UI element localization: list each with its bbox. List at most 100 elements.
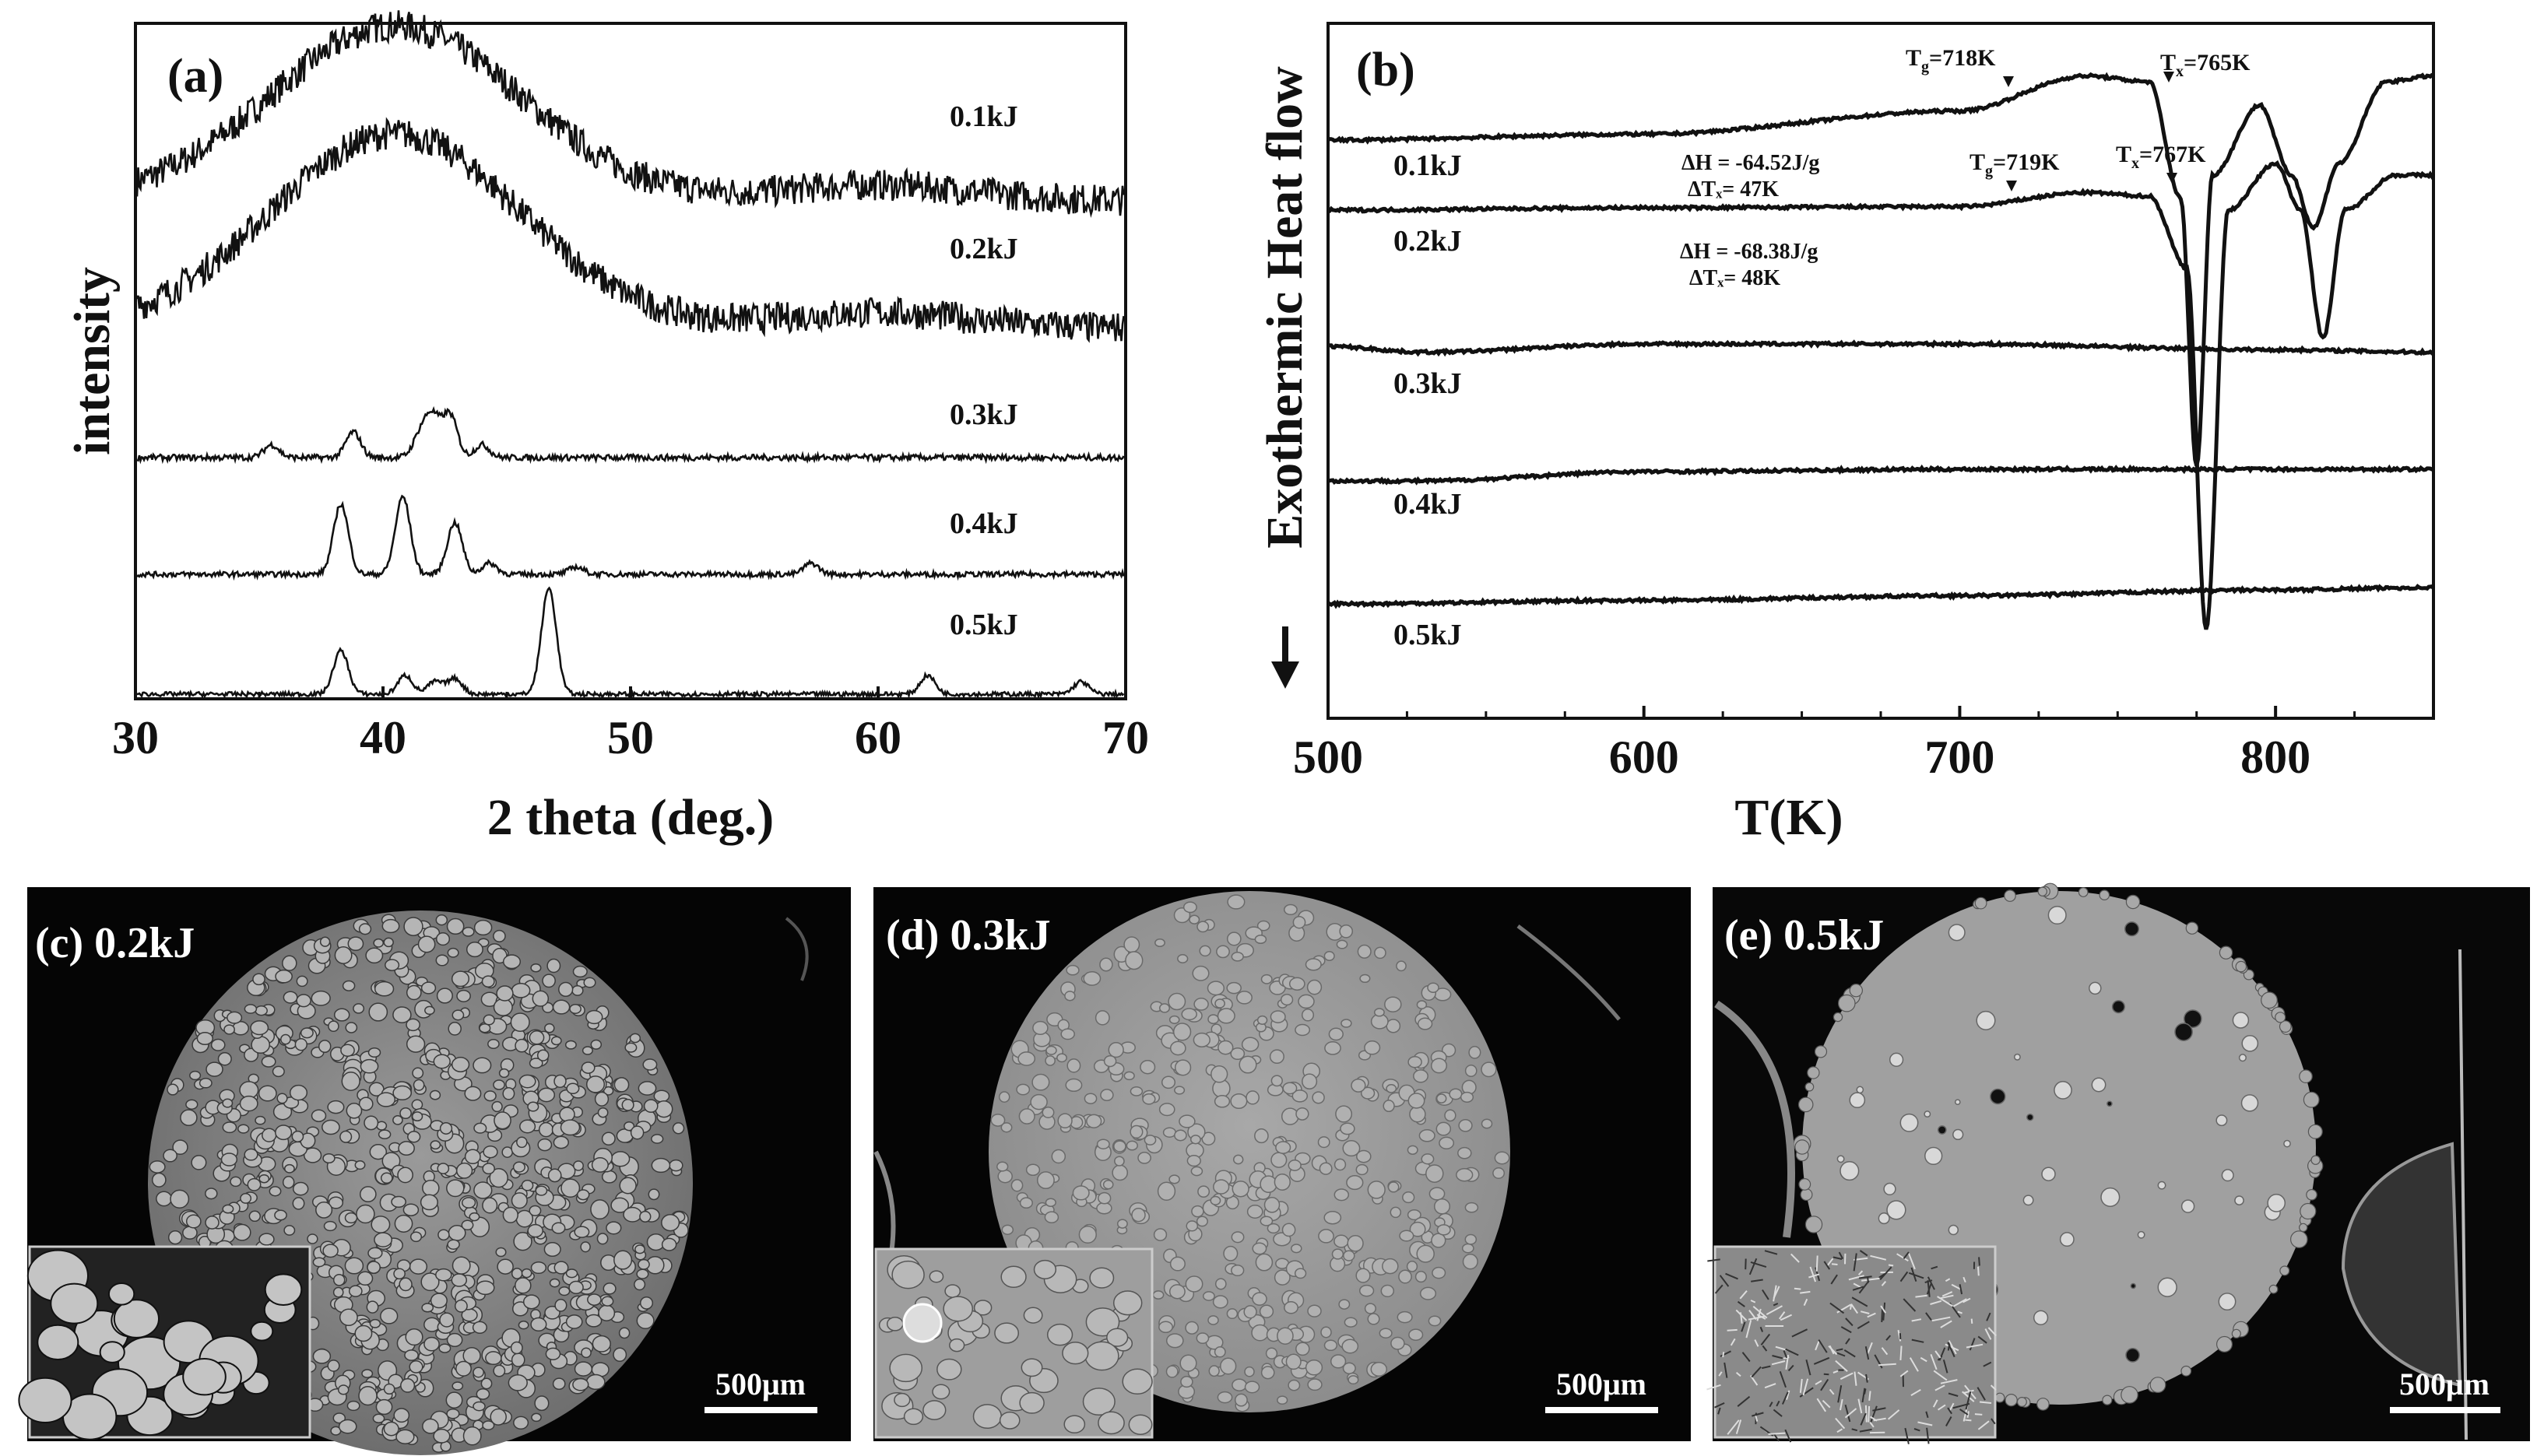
particle (1186, 1220, 1199, 1232)
particle (1084, 1341, 1119, 1371)
particle (1418, 1129, 1435, 1142)
particle (490, 1408, 507, 1426)
particle (2036, 1398, 2050, 1411)
particle (264, 1273, 303, 1306)
particle (495, 1247, 507, 1258)
particle (1130, 1124, 1144, 1139)
particle (1103, 1054, 1117, 1068)
particle (1334, 1158, 1347, 1171)
texture-stroke (1844, 1408, 1857, 1419)
particle (538, 1121, 554, 1138)
particle (623, 1206, 642, 1223)
pore (1948, 1224, 1959, 1236)
texture-stroke (1724, 1362, 1728, 1378)
particle (1994, 1392, 2005, 1403)
particle (530, 1317, 547, 1332)
particle (439, 1312, 455, 1328)
texture-stroke (1977, 1266, 1980, 1276)
particle (1226, 1308, 1239, 1320)
pore (2180, 1199, 2195, 1213)
particle (560, 1178, 581, 1198)
xrd-series-line (135, 10, 1125, 219)
particle (1428, 1315, 1442, 1327)
texture-stroke (1838, 1251, 1844, 1260)
texture-stroke (1750, 1261, 1767, 1268)
texture-stroke (1843, 1349, 1856, 1358)
particle (574, 1361, 593, 1377)
particle (409, 1258, 428, 1275)
particle (383, 1421, 399, 1437)
particle (1190, 1166, 1203, 1177)
particle (464, 1149, 481, 1165)
texture-stroke (1831, 1263, 1838, 1265)
particle (1280, 994, 1294, 1006)
particle (1807, 1066, 1820, 1079)
particle (624, 1121, 635, 1131)
particle (1343, 1250, 1355, 1261)
dsc-plot-frame (1326, 22, 2435, 720)
particle (358, 1385, 378, 1406)
texture-stroke (1768, 1432, 1786, 1435)
particle (393, 1408, 410, 1423)
particle (251, 1036, 271, 1054)
particle (452, 1256, 471, 1275)
xrd-series-label: 0.2kJ (950, 233, 1018, 265)
texture-stroke (1714, 1402, 1725, 1409)
particle (392, 1085, 413, 1101)
particle (312, 1257, 326, 1268)
texture-stroke (1741, 1321, 1746, 1332)
particle (1045, 1198, 1056, 1207)
particle (1356, 1149, 1372, 1163)
particle (361, 1369, 374, 1378)
particle (1232, 1181, 1249, 1198)
texture-stroke (1966, 1411, 1970, 1418)
particle (375, 1398, 393, 1416)
particle (250, 1020, 269, 1036)
texture-stroke (1977, 1387, 1986, 1401)
xrd-x-tick-label: 40 (360, 712, 406, 763)
particle (1122, 1368, 1153, 1395)
particle (1063, 1415, 1086, 1434)
particle (1413, 1069, 1428, 1083)
particle (568, 1280, 584, 1295)
particle (1307, 1378, 1323, 1391)
particle (1974, 896, 1987, 910)
texture-stroke (1881, 1281, 1887, 1286)
texture-stroke (1808, 1273, 1820, 1279)
texture-stroke (1965, 1419, 1972, 1422)
particle (2279, 1265, 2290, 1276)
particle (283, 1225, 296, 1236)
particle (1436, 1224, 1451, 1236)
particle (2037, 886, 2047, 896)
particle (1288, 1160, 1302, 1171)
texture-stroke (1813, 1356, 1830, 1365)
particle (1481, 1061, 1497, 1078)
texture-stroke (1760, 1333, 1770, 1345)
particle (327, 1100, 345, 1114)
texture-stroke (1835, 1417, 1846, 1430)
particle (1355, 1163, 1369, 1176)
particle (180, 1109, 198, 1127)
texture-stroke (1872, 1407, 1886, 1412)
particle (327, 1360, 340, 1372)
particle (1338, 1299, 1351, 1310)
particle (1179, 1114, 1196, 1128)
particle (411, 1111, 423, 1122)
particle (452, 1009, 465, 1021)
texture-stroke (1745, 1320, 1752, 1338)
texture-stroke (1857, 1270, 1864, 1275)
dsc-series-label: 0.5kJ (1393, 619, 1462, 651)
particle (549, 1278, 560, 1288)
texture-stroke (1722, 1352, 1725, 1358)
particle (276, 1093, 288, 1104)
particle (233, 1223, 251, 1241)
particle (1335, 1105, 1353, 1123)
particle (1177, 954, 1189, 963)
particle (2261, 991, 2278, 1009)
particle (1428, 1187, 1446, 1201)
particle (2306, 1189, 2317, 1201)
particle (404, 1349, 419, 1361)
particle (18, 1377, 72, 1424)
particle (1214, 1095, 1231, 1108)
texture-stroke (1911, 1338, 1924, 1343)
